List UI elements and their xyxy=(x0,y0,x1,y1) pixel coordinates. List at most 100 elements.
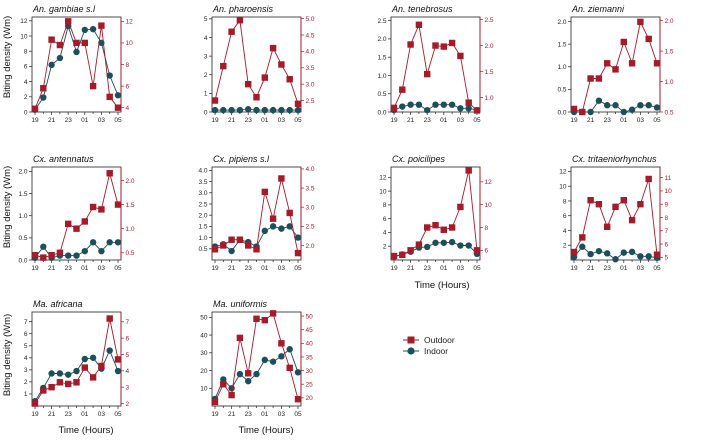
x-tick-label: 01 xyxy=(261,411,269,418)
y-tick-label: 8 xyxy=(24,49,28,56)
y2-tick-label: 3.5 xyxy=(306,185,315,192)
y-tick-label: 2.0 xyxy=(198,212,207,219)
x-tick-label: 23 xyxy=(65,117,73,124)
y2-tick-label: 10 xyxy=(485,202,493,209)
indoor-point xyxy=(228,106,235,114)
outdoor-point xyxy=(220,62,227,70)
y-tick-label: 1 xyxy=(24,391,28,398)
y2-tick-label: 4.0 xyxy=(306,166,315,173)
y-axis-label: Biting density (Wm) xyxy=(2,16,13,98)
outdoor-point xyxy=(253,315,260,323)
x-tick-label: 03 xyxy=(457,117,465,124)
indoor-point xyxy=(220,106,227,114)
y2-tick-label: 5.0 xyxy=(306,16,315,23)
indoor-point xyxy=(587,108,594,116)
x-tick-label: 01 xyxy=(620,117,628,124)
outdoor-point xyxy=(56,379,64,386)
y-tick-label: 6 xyxy=(563,213,567,220)
outdoor-point xyxy=(261,316,268,324)
outdoor-point xyxy=(579,234,586,241)
indoor-point xyxy=(269,358,277,365)
y-tick-label: 6 xyxy=(24,331,28,338)
x-tick-label: 23 xyxy=(424,117,432,124)
y-axis-label-row2: Biting density (Wm) xyxy=(2,166,13,248)
outdoor-point xyxy=(114,104,122,111)
y2-tick-label: 2.5 xyxy=(306,224,315,231)
outdoor-point xyxy=(465,167,472,174)
y2-tick-label: 1.5 xyxy=(126,202,135,209)
outdoor-point xyxy=(595,75,603,82)
outdoor-point xyxy=(261,188,268,196)
y2-tick-label: 6 xyxy=(126,83,130,90)
outdoor-point xyxy=(407,247,414,254)
outdoor-point xyxy=(448,39,456,47)
x-tick-label: 21 xyxy=(48,117,56,124)
outdoor-series-line xyxy=(214,19,299,104)
indoor-point xyxy=(236,370,244,378)
indoor-point xyxy=(399,103,406,110)
y2-tick-label: 35 xyxy=(306,354,314,361)
y-tick-label: 20 xyxy=(200,368,208,375)
x-tick-label: 23 xyxy=(245,411,253,418)
panel-title: Cx. tritaeniorhynchus xyxy=(572,154,657,164)
outdoor-point xyxy=(48,36,55,43)
indoor-point xyxy=(220,376,227,383)
plot-frame xyxy=(570,16,661,113)
outdoor-point xyxy=(40,85,47,92)
indoor-point xyxy=(457,242,464,249)
outdoor-point xyxy=(253,246,260,253)
outdoor-point xyxy=(40,254,47,261)
x-tick-label: 01 xyxy=(620,265,628,272)
y2-tick-label: 0.5 xyxy=(665,109,674,116)
outdoor-point xyxy=(604,223,611,230)
indoor-point xyxy=(448,101,456,108)
y-tick-label: 4 xyxy=(563,228,567,235)
y-tick-label: 12 xyxy=(379,175,387,182)
indoor-point xyxy=(269,106,277,114)
y2-tick-label: 45 xyxy=(306,327,314,334)
y-tick-label: 40 xyxy=(200,332,208,339)
x-tick-label: 03 xyxy=(637,265,645,272)
indoor-point xyxy=(73,367,80,375)
chart-panel: Cx. tritaeniorhynchus 2 4 6 8 10 12 5 6 7 8 9 10 11 19… xyxy=(559,154,672,272)
outdoor-point xyxy=(245,80,252,88)
outdoor-series-line xyxy=(34,173,119,259)
y2-tick-label: 8 xyxy=(485,225,489,232)
y2-tick-label: 2.0 xyxy=(126,178,135,185)
outdoor-point xyxy=(448,224,456,231)
chart-panel: Cx. pipiens s.l 0.5 1.0 1.5 2.0 2.5 3.0 3.5 4.0 2… xyxy=(198,154,314,272)
y2-tick-label: 4 xyxy=(126,105,130,112)
outdoor-point xyxy=(89,203,97,211)
y-tick-label: 2 xyxy=(24,94,28,101)
panel-title: An. gambiae s.l xyxy=(32,4,96,14)
y-tick-label: 4 xyxy=(383,230,387,237)
outdoor-point xyxy=(269,310,277,317)
outdoor-point xyxy=(415,241,423,248)
x-tick-label: 01 xyxy=(440,265,448,272)
y2-tick-label: 2.0 xyxy=(665,18,674,25)
outdoor-point xyxy=(278,61,285,68)
x-tick-label: 21 xyxy=(587,117,595,124)
indoor-point xyxy=(114,367,122,375)
y-tick-label: 5 xyxy=(204,16,208,23)
x-tick-label: 05 xyxy=(294,265,302,272)
y2-tick-label: 1.0 xyxy=(665,79,674,86)
chart-panel: Cx. poicilipes 2 4 6 8 10 12 6 8 10 12 19 21 23 01 03 05 xyxy=(379,154,492,272)
y-tick-label: 0.5 xyxy=(377,91,386,98)
y-tick-label: 30 xyxy=(200,350,208,357)
outdoor-point xyxy=(211,97,219,104)
outdoor-point xyxy=(570,105,578,113)
outdoor-point xyxy=(81,218,88,225)
chart-panel: An. gambiae s.l 0 2 4 6 8 10 12 4 6 8 10 12 19 21 23 01 0… xyxy=(20,4,133,124)
outdoor-point xyxy=(220,242,227,249)
x-tick-label: 01 xyxy=(440,117,448,124)
legend-indoor-marker xyxy=(407,347,415,355)
x-tick-label: 21 xyxy=(228,117,236,124)
indoor-point xyxy=(48,370,55,377)
outdoor-point xyxy=(106,93,113,101)
outdoor-point xyxy=(236,334,244,342)
y-tick-label: 3.0 xyxy=(198,190,207,197)
x-tick-label: 05 xyxy=(114,265,122,272)
indoor-point xyxy=(98,247,105,255)
y-tick-label: 0 xyxy=(204,109,208,116)
